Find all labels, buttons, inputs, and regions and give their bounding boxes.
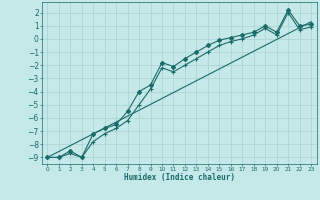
X-axis label: Humidex (Indice chaleur): Humidex (Indice chaleur): [124, 173, 235, 182]
